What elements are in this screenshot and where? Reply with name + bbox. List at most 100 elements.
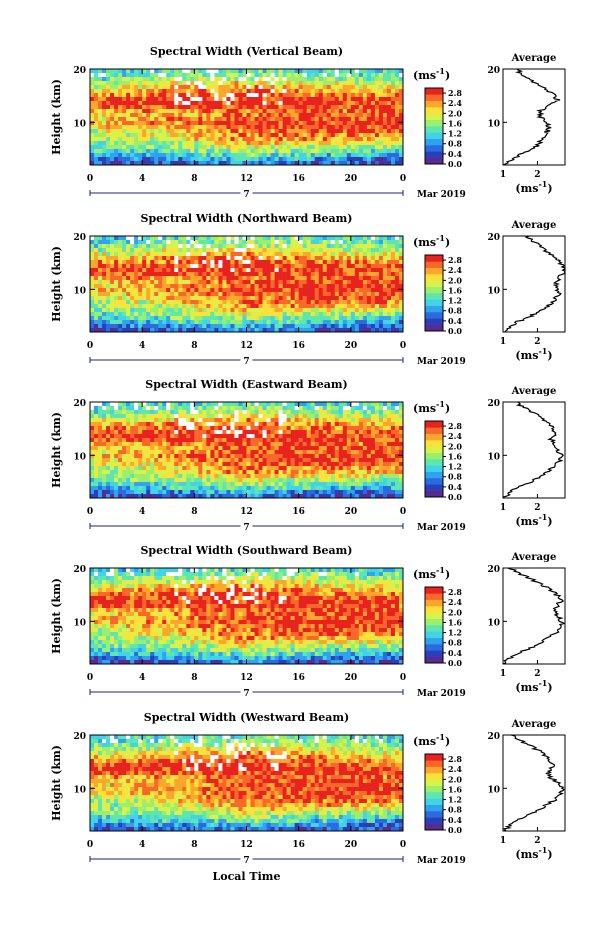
heatmap-cell <box>214 316 219 321</box>
heatmap-cell <box>246 312 251 317</box>
heatmap-cell <box>346 248 352 253</box>
heatmap-cell <box>210 248 215 253</box>
heatmap-cell <box>362 85 368 90</box>
heatmap-cell <box>222 450 227 455</box>
heatmap-cell <box>310 402 316 407</box>
heatmap-cell <box>246 125 251 130</box>
heatmap-cell <box>290 256 295 261</box>
heatmap-cell <box>246 284 251 289</box>
heatmap-cell <box>258 236 263 241</box>
heatmap-cell <box>330 328 336 333</box>
heatmap-cell <box>150 288 155 293</box>
heatmap-cell <box>150 410 155 415</box>
heatmap-cell <box>262 280 267 285</box>
heatmap-cell <box>250 157 255 162</box>
heatmap-cell <box>346 109 352 114</box>
heatmap-cell <box>174 288 179 293</box>
heatmap-cell <box>398 414 404 419</box>
heatmap-cell <box>106 316 111 321</box>
heatmap-cell <box>278 410 283 415</box>
heatmap-cell <box>382 109 388 114</box>
heatmap-cell <box>366 85 372 90</box>
profile-line <box>502 68 561 166</box>
heatmap-cell <box>398 256 404 261</box>
heatmap-cell <box>134 284 139 289</box>
heatmap-cell <box>338 288 344 293</box>
heatmap-cell <box>182 422 187 427</box>
heatmap-cell <box>294 434 299 439</box>
heatmap-cell <box>338 426 344 431</box>
heatmap-cell <box>350 414 356 419</box>
heatmap-cell <box>362 236 368 241</box>
heatmap-cell <box>158 93 163 98</box>
heatmap-cell <box>130 434 135 439</box>
heatmap-cell <box>370 113 376 118</box>
colorbar-step <box>425 293 443 300</box>
heatmap-cell <box>186 105 191 110</box>
heatmap-cell <box>138 137 143 142</box>
heatmap-cell <box>250 268 255 273</box>
heatmap-cell <box>390 264 396 269</box>
heatmap-cell <box>370 324 376 329</box>
heatmap-cell <box>270 442 275 447</box>
heatmap-cell <box>206 426 211 431</box>
heatmap-cell <box>354 161 360 166</box>
heatmap-cell <box>302 418 307 423</box>
heatmap-cell <box>146 292 151 297</box>
heatmap-cell <box>270 145 275 150</box>
heatmap-cell <box>386 161 392 166</box>
heatmap-cell <box>342 410 348 415</box>
heatmap-cell <box>174 81 179 86</box>
heatmap-cell <box>274 240 279 245</box>
heatmap-cell <box>134 73 139 78</box>
heatmap-cell <box>346 304 352 309</box>
heatmap-cell <box>102 264 107 269</box>
heatmap-cell <box>398 312 404 317</box>
heatmap-cell <box>326 316 332 321</box>
heatmap-cell <box>246 133 251 138</box>
heatmap-cell <box>230 121 235 126</box>
heatmap-cell <box>146 141 151 146</box>
date-day-label: 7 <box>243 190 249 200</box>
heatmap-cell <box>390 105 396 110</box>
heatmap-cell <box>290 280 295 285</box>
heatmap-cell <box>314 161 320 166</box>
heatmap-cell <box>218 141 223 146</box>
heatmap-cell <box>258 296 263 301</box>
heatmap-cell <box>170 141 175 146</box>
heatmap-cell <box>386 402 392 407</box>
heatmap <box>90 236 404 333</box>
heatmap-cell <box>398 113 404 118</box>
heatmap-cell <box>366 324 372 329</box>
heatmap-cell <box>362 145 368 150</box>
heatmap-cell <box>222 81 227 86</box>
heatmap-cell <box>106 149 111 154</box>
heatmap-cell <box>190 284 195 289</box>
heatmap-cell <box>258 81 263 86</box>
heatmap-cell <box>318 426 324 431</box>
heatmap-cell <box>154 141 159 146</box>
heatmap-cell <box>290 93 295 98</box>
heatmap-cell <box>378 406 384 411</box>
heatmap-cell <box>202 272 207 277</box>
heatmap-cell <box>110 109 115 114</box>
heatmap-cell <box>358 161 364 166</box>
colorbar-step <box>425 299 443 306</box>
heatmap-cell <box>146 101 151 106</box>
x-tick-label: 0 <box>87 341 93 351</box>
heatmap-cell <box>130 450 135 455</box>
heatmap-cell <box>270 161 275 166</box>
heatmap-cell <box>146 410 151 415</box>
heatmap-cell <box>310 157 316 162</box>
heatmap-cell <box>166 288 171 293</box>
heatmap-cell <box>318 280 324 285</box>
heatmap-cell <box>262 260 267 265</box>
heatmap-cell <box>106 260 111 265</box>
heatmap-cell <box>374 268 380 273</box>
heatmap-cell <box>254 284 259 289</box>
heatmap-cell <box>150 272 155 277</box>
heatmap-cell <box>306 410 311 415</box>
heatmap-cell <box>390 422 396 427</box>
heatmap-cell <box>194 442 199 447</box>
heatmap-cell <box>98 324 103 329</box>
